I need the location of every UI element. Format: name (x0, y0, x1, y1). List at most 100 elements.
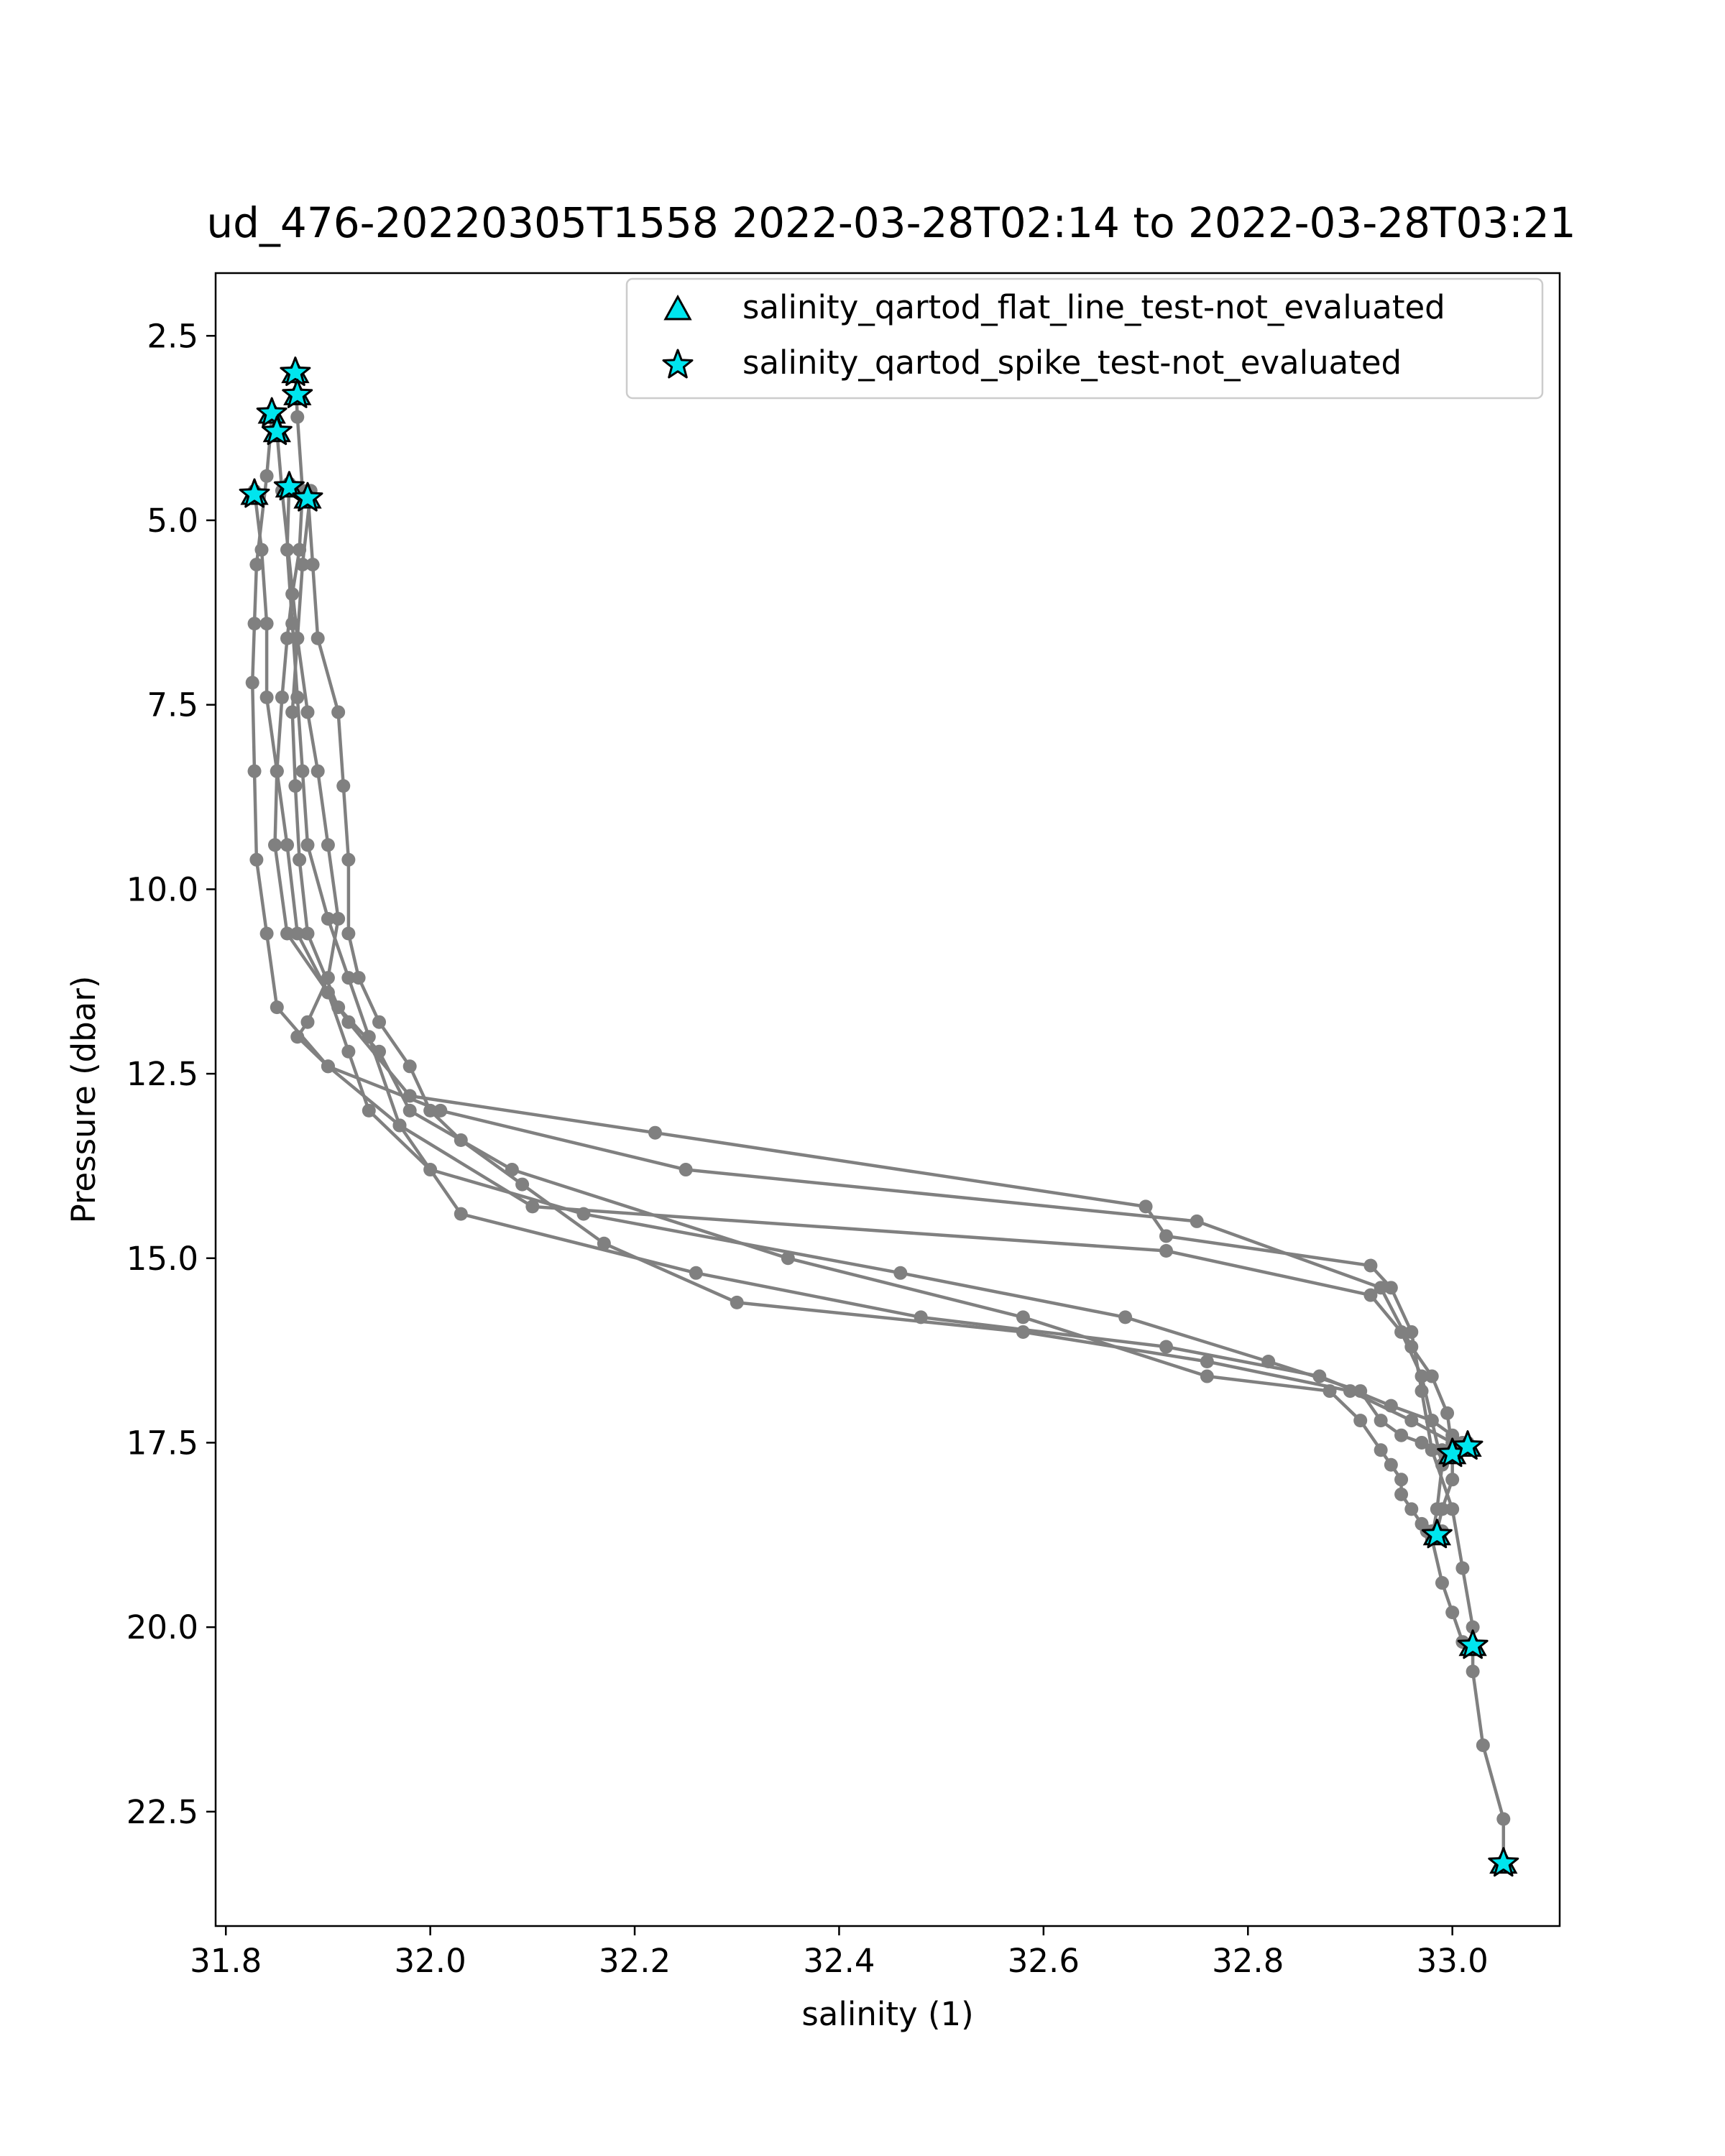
profile-point (341, 1044, 356, 1059)
profile-point (270, 1000, 284, 1015)
profile-point (1353, 1414, 1368, 1428)
axes-frame (214, 272, 1561, 1927)
profile-point (1394, 1428, 1409, 1442)
profile-point (321, 838, 335, 852)
y-tick-label: 5.0 (147, 502, 198, 540)
legend: salinity_qartod_flat_line_test-not_evalu… (625, 277, 1544, 400)
profile-point (290, 926, 305, 941)
profile-point (341, 971, 356, 985)
profile-point (893, 1266, 908, 1280)
x-tick-label: 32.6 (1008, 1942, 1080, 1980)
profile-point (267, 838, 282, 852)
profile-point (1404, 1414, 1419, 1428)
y-tick-label: 10.0 (126, 870, 198, 908)
profile-point (1414, 1435, 1429, 1450)
profile-point (1496, 1812, 1511, 1826)
spike-marker (292, 482, 323, 512)
profile-point (1435, 1576, 1449, 1590)
profile-point (259, 690, 274, 704)
profile-point (402, 1059, 417, 1074)
profile-point (331, 911, 346, 926)
profile-point (259, 617, 274, 631)
profile-point (402, 1103, 417, 1118)
y-axis-ticks: 2.5 5.0 7.5 10.0 12.5 15.0 17.5 20.0 22.5 (126, 317, 216, 1831)
profile-point (275, 690, 289, 704)
profile-point (362, 1103, 376, 1118)
x-tick-label: 31.8 (190, 1942, 262, 1980)
profile-point (1445, 1606, 1460, 1620)
profile-point (288, 779, 303, 793)
profile-point (295, 558, 310, 572)
profile-point (285, 617, 300, 631)
profile-point (1374, 1281, 1388, 1295)
profile-point (1425, 1369, 1439, 1383)
profile-point (1016, 1310, 1030, 1325)
spike-marker (256, 397, 288, 427)
profile-point (781, 1251, 795, 1266)
profile-point (1404, 1340, 1419, 1354)
x-tick-label: 32.8 (1212, 1942, 1284, 1980)
x-tick-label: 32.0 (395, 1942, 466, 1980)
profile-point (1159, 1340, 1174, 1354)
profile-point (678, 1163, 693, 1177)
profile-line (285, 483, 1468, 1445)
profile-point (1200, 1355, 1214, 1369)
spike-marker (1457, 1629, 1489, 1659)
profile-point (1138, 1199, 1153, 1214)
legend-triangle-icon (663, 294, 692, 321)
profile-point (454, 1133, 468, 1147)
profile-point (259, 469, 274, 483)
plot-area (239, 356, 1519, 1877)
x-tick-label: 32.2 (599, 1942, 671, 1980)
profile-point (351, 971, 366, 985)
profile-point (525, 1199, 540, 1214)
profile-point (249, 852, 264, 867)
profile-point (597, 1236, 611, 1250)
legend-star-marker (662, 349, 694, 379)
profile-point (321, 911, 335, 926)
spike-marker (273, 471, 305, 501)
profile-point (454, 1207, 468, 1221)
profile-point (1435, 1502, 1449, 1516)
profile-point (341, 1015, 356, 1029)
profile-point (730, 1295, 744, 1309)
profile-point (1016, 1325, 1030, 1339)
x-tick-label: 32.4 (803, 1942, 875, 1980)
profile-point (362, 1030, 376, 1044)
profile-point (280, 543, 295, 557)
profile-point (285, 705, 300, 719)
profile-point (331, 705, 346, 719)
profile-point (1190, 1214, 1204, 1228)
profile-point (290, 1030, 305, 1044)
profile-point (1404, 1325, 1419, 1339)
profile-point (576, 1207, 591, 1221)
profile-point (305, 558, 320, 572)
profile-point (336, 779, 351, 793)
profile-point (423, 1103, 438, 1118)
y-tick-label: 17.5 (126, 1424, 198, 1462)
profile-point (259, 926, 274, 941)
profile-point (300, 705, 315, 719)
profile-point (254, 543, 269, 557)
profile-point (1476, 1738, 1490, 1752)
profile-point (321, 1059, 335, 1074)
profile-point (1384, 1457, 1398, 1472)
profile-point (1363, 1258, 1378, 1273)
profile-point (1159, 1243, 1174, 1258)
profile-point (321, 985, 335, 1000)
profile-point (245, 676, 259, 690)
profile-point (295, 764, 310, 778)
profile-point (1425, 1414, 1439, 1428)
y-tick-label: 7.5 (147, 686, 198, 724)
profile-point (290, 410, 305, 424)
profile-point (280, 926, 295, 941)
profile-point (515, 1177, 530, 1192)
profile-point (293, 852, 307, 867)
x-tick-label: 33.0 (1417, 1942, 1489, 1980)
profile-point (1414, 1369, 1429, 1383)
profile-point (247, 617, 262, 631)
legend-triangle-marker (663, 294, 692, 321)
legend-star-icon (662, 349, 694, 379)
legend-box (625, 277, 1544, 400)
